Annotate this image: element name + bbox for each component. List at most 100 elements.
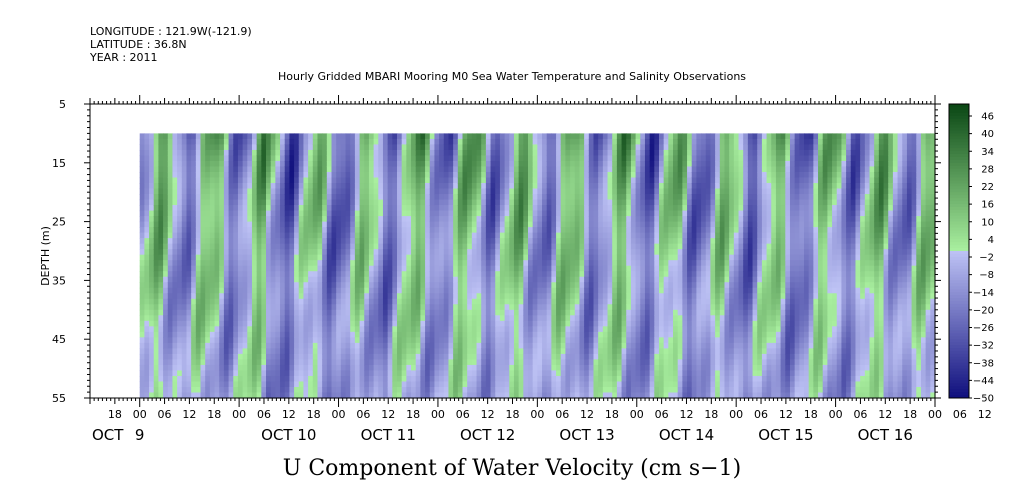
heatmap-cell (593, 287, 599, 294)
heatmap-cell (401, 160, 407, 168)
heatmap-cell (294, 364, 300, 372)
heatmap-cell (368, 386, 375, 394)
heatmap-cell (144, 320, 150, 327)
heatmap-cell (560, 194, 567, 201)
heatmap-cell (247, 221, 253, 228)
heatmap-cell (200, 188, 206, 195)
heatmap-cell (177, 276, 183, 283)
heatmap-cell (574, 171, 581, 179)
heatmap-cell (228, 144, 234, 151)
heatmap-cell (163, 183, 169, 190)
heatmap-cell (528, 337, 534, 344)
heatmap-cell (401, 171, 407, 179)
heatmap-cell (223, 287, 230, 294)
heatmap-cell (308, 359, 314, 366)
heatmap-cell (387, 293, 393, 300)
heatmap-cell (513, 337, 520, 344)
heatmap-cell (373, 210, 379, 217)
heatmap-cell (406, 298, 412, 305)
heatmap-cell (495, 227, 501, 234)
heatmap-cell (359, 138, 365, 146)
heatmap-cell (144, 205, 150, 212)
heatmap-cell (513, 309, 520, 316)
heatmap-cell (294, 149, 300, 157)
heatmap-cell (149, 177, 155, 184)
heatmap-cell (579, 309, 585, 316)
heatmap-cell (317, 160, 323, 168)
heatmap-cell (439, 249, 445, 256)
heatmap-cell (574, 353, 581, 361)
heatmap-cell (359, 381, 365, 388)
heatmap-cell (289, 227, 295, 234)
heatmap-cell (485, 342, 492, 349)
heatmap-cell (368, 221, 375, 228)
heatmap-cell (612, 359, 618, 366)
heatmap-cell (598, 155, 604, 162)
heatmap-cell (233, 309, 239, 316)
heatmap-cell (144, 227, 150, 234)
heatmap-cell (612, 271, 618, 278)
heatmap-cell (233, 249, 239, 256)
heatmap-cell (280, 293, 286, 300)
heatmap-cell (420, 216, 426, 223)
heatmap-cell (401, 144, 407, 151)
heatmap-cell (280, 386, 286, 394)
heatmap-cell (354, 364, 361, 372)
heatmap-cell (462, 364, 468, 372)
heatmap-cell (556, 177, 562, 184)
heatmap-cell (350, 265, 356, 272)
heatmap-cell (476, 265, 482, 272)
heatmap-cell (612, 155, 618, 162)
heatmap-cell (158, 249, 164, 256)
heatmap-cell (528, 298, 534, 305)
heatmap-cell (172, 287, 178, 294)
heatmap-cell (219, 238, 225, 245)
heatmap-cell (284, 216, 291, 223)
heatmap-cell (551, 254, 557, 261)
heatmap-cell (382, 315, 389, 322)
heatmap-cell (153, 386, 160, 394)
heatmap-cell (420, 315, 426, 322)
heatmap-cell (270, 353, 276, 361)
heatmap-cell (373, 155, 379, 162)
heatmap-cell (495, 271, 501, 278)
heatmap-cell (359, 326, 365, 333)
heatmap-cell (317, 359, 323, 366)
heatmap-cell (266, 298, 272, 305)
heatmap-cell (345, 364, 351, 372)
heatmap-cell (537, 315, 543, 322)
heatmap-cell (439, 155, 445, 162)
heatmap-cell (565, 221, 571, 228)
heatmap-cell (186, 326, 192, 333)
heatmap-cell (420, 282, 426, 289)
heatmap-cell (448, 282, 454, 289)
heatmap-cell (397, 276, 403, 283)
heatmap-cell (593, 386, 599, 394)
heatmap-cell (280, 342, 286, 349)
heatmap-cell (256, 276, 262, 283)
heatmap-cell (490, 144, 496, 151)
heatmap-cell (537, 254, 543, 261)
heatmap-cell (233, 194, 239, 201)
heatmap-cell (612, 386, 618, 394)
heatmap-cell (228, 149, 234, 157)
heatmap-cell (523, 160, 529, 168)
heatmap-cell (425, 210, 431, 217)
heatmap-cell (312, 342, 319, 349)
heatmap-cell (532, 254, 538, 261)
heatmap-cell (457, 205, 464, 212)
heatmap-cell (195, 144, 202, 151)
heatmap-cell (270, 265, 276, 272)
heatmap-cell (425, 171, 431, 179)
heatmap-cell (326, 315, 333, 322)
heatmap-cell (336, 210, 342, 217)
heatmap-cell (284, 243, 291, 250)
heatmap-cell (322, 304, 328, 311)
heatmap-cell (448, 309, 454, 316)
heatmap-cell (621, 205, 627, 212)
heatmap-cell (523, 375, 529, 383)
heatmap-cell (163, 282, 169, 289)
heatmap-cell (280, 375, 286, 383)
heatmap-cell (275, 315, 281, 322)
heatmap-cell (392, 348, 398, 355)
